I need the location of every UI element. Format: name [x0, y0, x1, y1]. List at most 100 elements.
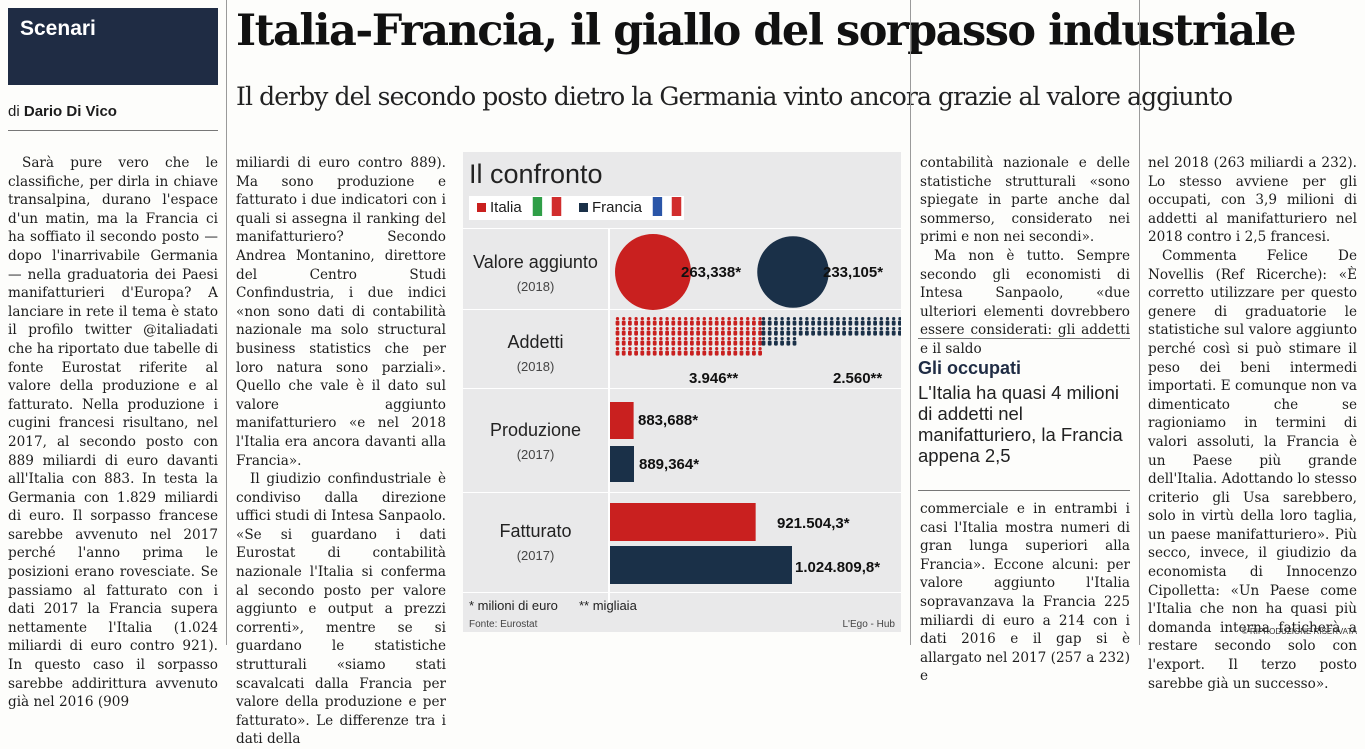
addetti-italia-person-body-73: [621, 350, 626, 356]
addetti-italia-person-head-78: [653, 347, 657, 351]
addetti-italia-person-head-74: [628, 347, 632, 351]
addetti-italia-person-head-29: [646, 327, 651, 331]
addetti-francia-person-body-0: [761, 320, 766, 326]
addetti-italia-person-head-81: [671, 347, 675, 351]
addetti-francia-person-body-16: [860, 320, 865, 326]
legend-item-italia: Italia: [477, 196, 564, 220]
addetti-italia-person-body-55: [659, 340, 663, 346]
addetti-francia-person-head-12: [836, 317, 840, 321]
addetti-italia-person-body-33: [671, 330, 676, 336]
addetti-italia-person-head-13: [696, 317, 700, 321]
addetti-francia-person-body-51: [792, 340, 797, 346]
addetti-italia-person-head-41: [721, 327, 725, 331]
addetti-francia-person-body-19: [879, 320, 884, 326]
addetti-francia-person-head-21: [892, 317, 896, 321]
data-label-valore-aggiunto-francia: 233,105*: [823, 264, 884, 281]
addetti-francia-person-head-37: [848, 327, 852, 331]
addetti-francia-person-head-25: [774, 327, 778, 331]
addetti-italia-person-head-73: [622, 347, 626, 351]
addetti-italia-person-head-35: [684, 327, 688, 331]
addetti-italia-person-head-48: [615, 337, 620, 341]
addetti-italia-person-head-68: [739, 337, 744, 341]
addetti-italia-person-head-8: [665, 317, 669, 321]
addetti-francia-person-head-26: [780, 327, 784, 331]
paragraph: commerciale e in entrambi i casi l'Itali…: [920, 501, 1130, 685]
addetti-italia-person-head-67: [733, 337, 737, 341]
addetti-italia-person-body-72: [615, 350, 620, 356]
addetti-francia-person-head-46: [761, 337, 766, 341]
addetti-italia-person-head-79: [659, 347, 663, 351]
addetti-francia-person-head-10: [823, 317, 828, 321]
addetti-italia-person-head-56: [665, 337, 669, 341]
addetti-italia-person-body-39: [708, 330, 713, 336]
note-migliaia: ** migliaia: [579, 598, 637, 613]
addetti-italia-person-head-60: [690, 337, 694, 341]
addetti-francia-person-body-29: [798, 330, 803, 336]
row-divider: [463, 492, 901, 493]
addetti-francia-person-body-8: [811, 320, 815, 326]
addetti-francia-person-body-4: [786, 320, 791, 326]
addetti-italia-person-body-80: [665, 350, 669, 356]
addetti-francia-person-head-42: [879, 327, 883, 331]
section-rubric: Scenari: [8, 8, 218, 85]
addetti-italia-person-head-15: [708, 317, 713, 321]
paragraph: nel 2018 (263 miliardi a 232). Lo stesso…: [1148, 155, 1357, 246]
addetti-italia-person-body-36: [690, 330, 694, 336]
addetti-italia-person-body-20: [739, 320, 744, 326]
addetti-italia-person-head-83: [684, 347, 688, 351]
data-label-valore-aggiunto-italia: 263,338*: [681, 264, 742, 281]
addetti-francia-person-head-22: [898, 317, 901, 321]
addetti-italia-person-body-57: [671, 340, 676, 346]
addetti-italia-person-head-23: [758, 317, 762, 321]
addetti-italia-person-body-50: [628, 340, 632, 346]
addetti-francia-person-head-49: [780, 337, 784, 341]
note-milioni: * milioni di euro: [469, 598, 558, 613]
addetti-italia-person-body-45: [745, 330, 750, 336]
addetti-italia-person-body-62: [702, 340, 707, 346]
addetti-italia-person-head-70: [752, 337, 756, 341]
addetti-francia-person-head-19: [879, 317, 883, 321]
data-label-fatturato-francia: 1.024.809,8*: [795, 559, 881, 576]
addetti-italia-person-body-89: [721, 350, 725, 356]
addetti-francia-person-body-32: [817, 330, 822, 336]
addetti-francia-person-body-21: [891, 320, 896, 326]
addetti-francia-person-head-24: [768, 327, 772, 331]
addetti-francia-person-body-30: [805, 330, 809, 336]
addetti-francia-person-head-9: [817, 317, 821, 321]
data-label-produzione-italia: 883,688*: [638, 412, 699, 429]
addetti-italia-person-body-19: [733, 320, 738, 326]
addetti-francia-person-head-36: [842, 327, 846, 331]
addetti-italia-person-body-38: [702, 330, 707, 336]
article-column-2: miliardi di euro contro 889). Ma sono pr…: [236, 154, 446, 749]
addetti-francia-person-head-1: [768, 317, 772, 321]
addetti-italia-person-body-43: [733, 330, 738, 336]
addetti-italia-person-head-9: [671, 317, 675, 321]
addetti-italia-person-head-32: [665, 327, 669, 331]
paragraph: contabilità nazionale e delle statistich…: [920, 155, 1130, 246]
article-column-1: Sarà pure vero che le classifiche, per d…: [8, 154, 218, 712]
row-divider: [463, 592, 901, 593]
chart-legend: Italia Francia: [469, 196, 684, 220]
addetti-francia-person-body-33: [823, 330, 828, 336]
article-column-3-bottom: commerciale e in entrambi i casi l'Itali…: [920, 500, 1130, 686]
addetti-francia-person-body-35: [836, 330, 840, 336]
addetti-francia-person-head-41: [873, 327, 877, 331]
addetti-francia-person-head-29: [799, 327, 803, 331]
addetti-italia-person-head-75: [634, 347, 638, 351]
addetti-francia-person-body-20: [885, 320, 890, 326]
addetti-francia-person-body-46: [761, 340, 766, 346]
column-rule: [226, 0, 227, 645]
addetti-italia-person-head-44: [739, 327, 744, 331]
addetti-italia-person-body-68: [739, 340, 744, 346]
addetti-italia-person-head-91: [733, 347, 737, 351]
addetti-italia-person-head-2: [628, 317, 632, 321]
legend-label: Francia: [592, 199, 643, 216]
addetti-italia-person-head-33: [671, 327, 675, 331]
addetti-italia-person-body-66: [727, 340, 731, 346]
addetti-italia-person-body-87: [708, 350, 713, 356]
italy-flag-icon: [532, 197, 562, 216]
addetti-italia-person-head-95: [758, 347, 762, 351]
addetti-francia-person-head-6: [799, 317, 803, 321]
addetti-italia-person-head-66: [727, 337, 731, 341]
addetti-francia-person-head-17: [867, 317, 871, 321]
